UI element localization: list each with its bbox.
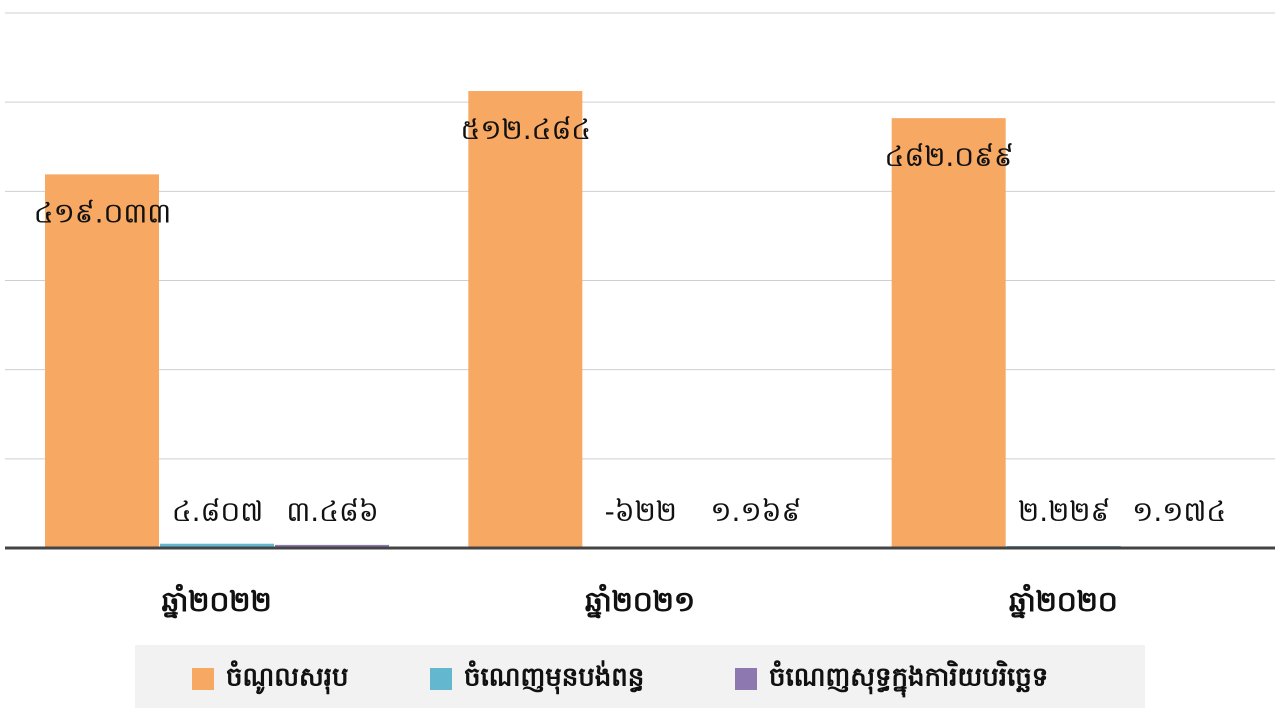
bar bbox=[275, 544, 389, 548]
legend-swatch bbox=[735, 668, 757, 690]
data-label: ៤១៩.០៣៣ bbox=[34, 196, 171, 229]
data-label: ២.២២៩ bbox=[1018, 495, 1110, 528]
data-label: ១.១៦៩ bbox=[710, 495, 801, 528]
bar bbox=[160, 543, 274, 548]
data-label: ១.១៧៤ bbox=[1132, 495, 1226, 528]
legend-label: ចំណេញមុនបង់ពន្ធ bbox=[464, 660, 644, 695]
legend-box bbox=[135, 645, 1145, 708]
legend-swatch bbox=[430, 668, 452, 690]
data-label: ៥១២.៤៨៤ bbox=[461, 113, 592, 146]
legend-label: ចំណេញសុទ្ធក្នុងការិយបរិច្ឆេទ bbox=[769, 660, 1048, 698]
data-label: -៦២២ bbox=[605, 495, 677, 528]
data-label: ៤.៨០៧ bbox=[172, 495, 263, 528]
data-label: ៤៨២.០៩៩ bbox=[885, 140, 1014, 173]
x-tick-label: ឆ្នាំ២០២០ bbox=[1009, 583, 1118, 619]
bar bbox=[891, 118, 1006, 549]
x-tick-label: ឆ្នាំ២០២២ bbox=[162, 583, 272, 619]
legend-swatch bbox=[192, 668, 214, 690]
x-tick-label: ឆ្នាំ២០២១ bbox=[585, 583, 695, 619]
bar bbox=[45, 174, 159, 548]
legend-label: ចំណូលសរុប bbox=[226, 660, 349, 695]
bar bbox=[468, 91, 583, 549]
data-label: ៣.៤៨៦ bbox=[286, 495, 378, 528]
